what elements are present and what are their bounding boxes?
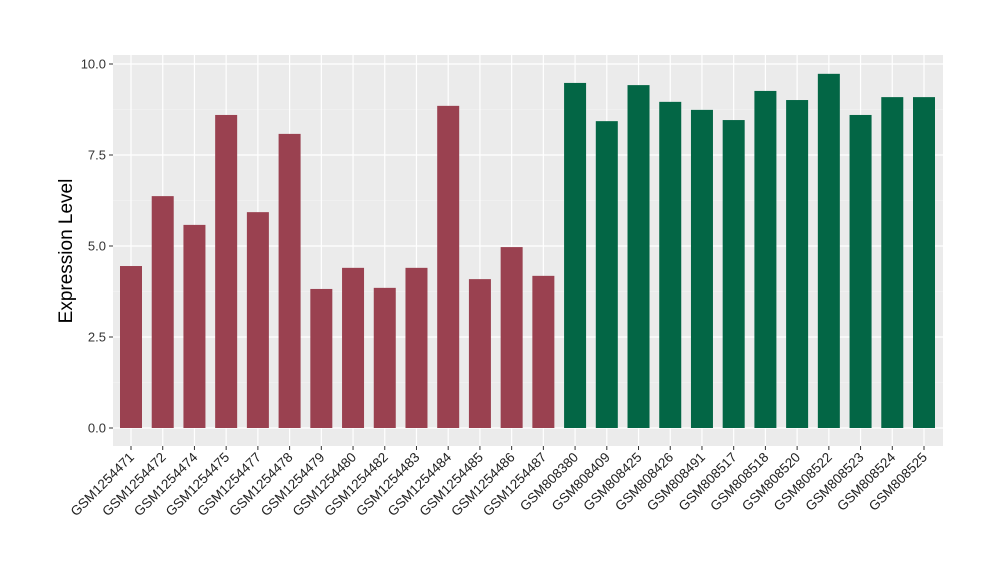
bar-GSM1254486 (500, 247, 523, 428)
bar-GSM808522 (817, 73, 840, 428)
bar-GSM1254475 (215, 114, 238, 429)
bar-GSM1254474 (183, 224, 206, 428)
bar-GSM1254483 (405, 267, 428, 428)
bar-GSM808517 (722, 120, 745, 428)
bar-GSM808491 (690, 109, 713, 428)
bar-GSM1254485 (468, 279, 491, 428)
bar-GSM808425 (627, 85, 650, 428)
bar-GSM1254478 (278, 133, 301, 428)
bar-GSM808409 (595, 121, 618, 428)
bar-GSM1254480 (342, 267, 365, 428)
x-axis: GSM1254471GSM1254472GSM1254474GSM1254475… (68, 446, 930, 519)
y-tick-label: 7.5 (88, 148, 106, 163)
bar-GSM1254484 (437, 105, 460, 429)
bar-GSM1254482 (373, 287, 396, 428)
bar-GSM808518 (754, 90, 777, 428)
bar-GSM1254479 (310, 288, 333, 428)
bar-GSM808520 (786, 100, 809, 428)
bar-GSM808426 (659, 101, 682, 428)
bar-GSM808524 (881, 97, 904, 429)
y-axis: 0.0 2.5 5.0 7.5 10.0 (81, 57, 113, 436)
y-axis-label: Expression Level (56, 179, 77, 324)
y-tick-label: 5.0 (88, 239, 106, 254)
bar-GSM1254472 (151, 196, 174, 428)
bar-GSM808523 (849, 114, 872, 429)
bars (120, 73, 935, 429)
bar-GSM1254477 (246, 212, 269, 428)
y-tick-label: 2.5 (88, 330, 106, 345)
bar-GSM1254487 (532, 275, 555, 428)
y-tick-label: 0.0 (88, 421, 106, 436)
y-tick-label: 10.0 (81, 57, 106, 72)
bar-GSM808380 (564, 82, 587, 428)
bar-GSM1254471 (120, 266, 142, 428)
bar-GSM808525 (913, 97, 935, 429)
